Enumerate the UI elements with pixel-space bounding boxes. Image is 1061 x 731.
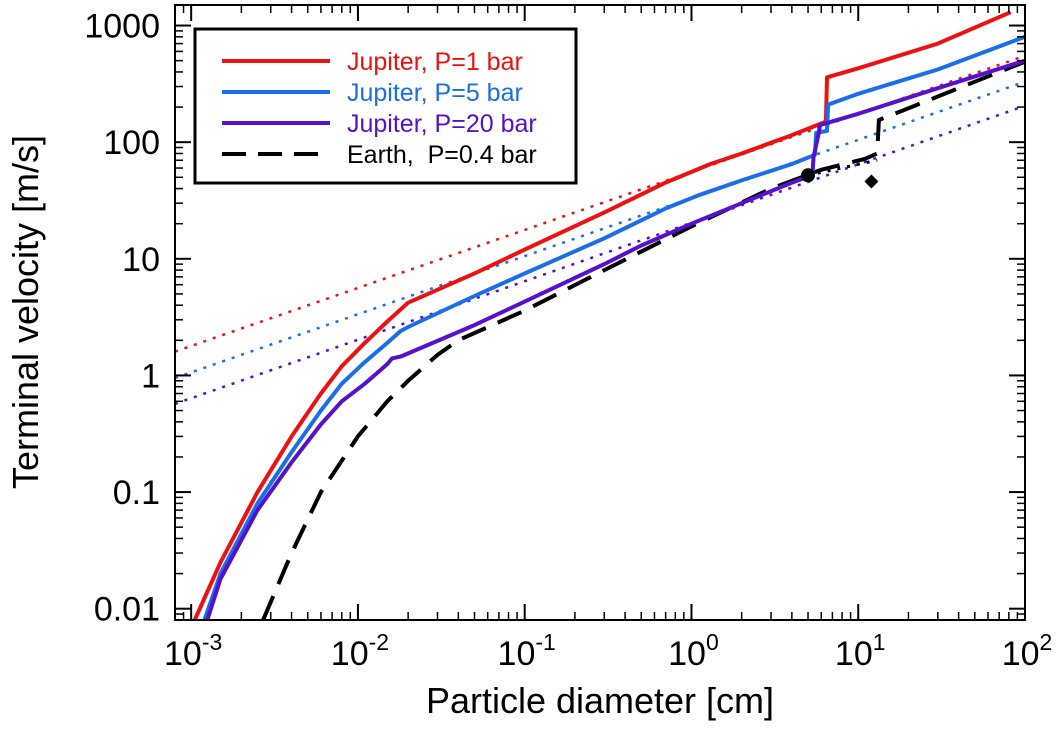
plot-frame (174, 4, 1026, 621)
x-tick-label: 101 (835, 629, 886, 673)
x-tick-label: 10-1 (498, 629, 556, 673)
y-tick-labels: 0.01 0.1 1 10 100 1000 (84, 8, 160, 629)
x-tick-label: 102 (1002, 629, 1053, 673)
x-tick-labels: 10-3 10-2 10-1 100 101 102 (164, 629, 1052, 673)
extrapolation-line-1 (175, 80, 1025, 380)
extrapolation-line-2 (175, 104, 1025, 406)
y-tick-label: 0.01 (94, 591, 160, 629)
legend-label-0: Jupiter, P=1 bar (347, 48, 523, 76)
marker-diamond (864, 174, 879, 189)
x-tick-label: 100 (668, 629, 719, 673)
series-line-1 (202, 34, 1025, 620)
axis-ticks (175, 5, 1026, 620)
legend-label-2: Jupiter, P=20 bar (347, 110, 537, 138)
y-tick-label: 1 (141, 357, 160, 395)
extrapolation-lines (175, 54, 1025, 406)
y-tick-label: 0.1 (113, 474, 160, 512)
series-line-3 (261, 59, 1025, 620)
legend-label-3: Earth, P=0.4 bar (347, 141, 537, 169)
legend: Jupiter, P=1 bar Jupiter, P=5 bar Jupiter,… (193, 27, 578, 185)
x-tick-label: 10-2 (331, 629, 389, 673)
y-tick-label: 10 (122, 241, 160, 279)
legend-box (193, 27, 578, 185)
y-tick-label: 100 (103, 124, 160, 162)
series-line-2 (205, 58, 1025, 620)
x-axis-label: Particle diameter [cm] (426, 680, 774, 721)
data-markers (801, 168, 879, 189)
x-tick-label: 10-3 (164, 629, 222, 673)
y-tick-label: 1000 (84, 8, 160, 46)
legend-label-1: Jupiter, P=5 bar (347, 79, 523, 107)
series-lines (192, 10, 1025, 620)
series-line-0 (192, 10, 1012, 620)
marker-circle (801, 168, 816, 183)
y-axis-label: Terminal velocity [m/s] (5, 135, 46, 489)
extrapolation-line-3 (807, 158, 878, 177)
